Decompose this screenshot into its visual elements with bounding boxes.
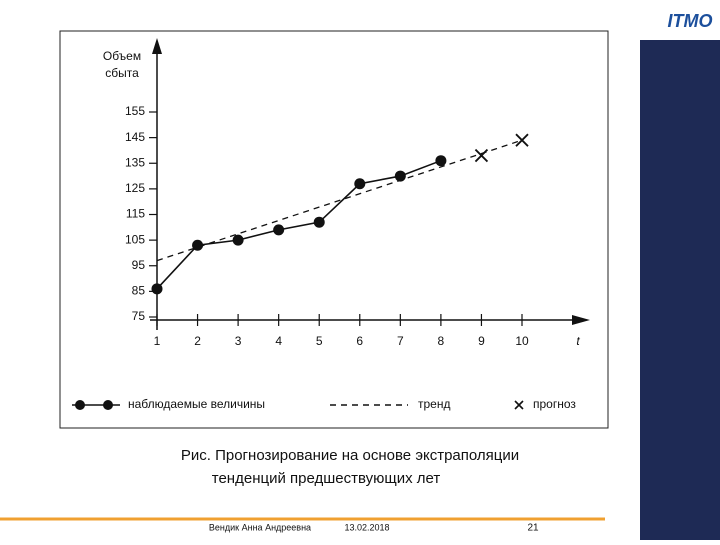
y-tick-label: 125	[125, 181, 145, 195]
forecast-point	[515, 133, 529, 147]
data-point	[354, 178, 366, 190]
legend-label: наблюдаемые величины	[128, 397, 265, 411]
legend-label: прогноз	[533, 397, 576, 411]
series-line	[156, 159, 442, 290]
x-tick-label: 2	[194, 334, 201, 348]
x-tick-label: 7	[397, 334, 404, 348]
side-band	[640, 40, 720, 540]
x-tick-label: 8	[438, 334, 445, 348]
footer-author: Вендик Анна Андреевна	[209, 522, 311, 532]
footer-page: 21	[527, 523, 539, 534]
chart-frame	[59, 30, 609, 429]
y-axis-label: Объем	[103, 49, 141, 63]
logo-area	[640, 0, 720, 40]
legend-marker	[103, 400, 113, 410]
y-tick-label: 75	[132, 309, 146, 323]
y-axis-arrow	[152, 38, 162, 54]
caption: тенденций предшествующих лет	[212, 470, 441, 487]
data-point	[151, 283, 163, 295]
x-tick-label: 9	[478, 334, 485, 348]
y-tick-label: 135	[125, 155, 145, 169]
y-tick-label: 95	[132, 258, 146, 272]
data-point	[232, 234, 244, 246]
x-axis-arrow	[572, 315, 590, 325]
data-point	[313, 216, 325, 228]
x-tick-label: 3	[235, 334, 242, 348]
legend-label: тренд	[418, 397, 450, 411]
logo: ITMO	[668, 11, 713, 31]
y-tick-label: 115	[126, 207, 145, 221]
footer-date: 13.02.2018	[344, 522, 389, 532]
y-axis-label: сбыта	[105, 66, 139, 80]
x-tick-label: 5	[316, 334, 323, 348]
data-point	[273, 224, 285, 236]
x-tick-label: 6	[356, 334, 363, 348]
y-tick-label: 105	[125, 232, 145, 246]
forecast-point	[474, 148, 489, 163]
trend-line	[156, 139, 523, 262]
y-tick-label: 85	[132, 284, 146, 298]
y-tick-label: 155	[125, 104, 145, 118]
data-point	[192, 239, 204, 251]
x-tick-label: 1	[154, 334, 161, 348]
data-point	[435, 155, 447, 167]
legend-marker	[514, 400, 524, 410]
x-axis-label: t	[576, 334, 580, 348]
legend-marker	[75, 400, 85, 410]
x-tick-label: 10	[515, 334, 529, 348]
data-point	[394, 170, 406, 182]
x-tick-label: 4	[275, 334, 282, 348]
caption: Рис. Прогнозирование на основе экстрапол…	[181, 447, 519, 464]
y-tick-label: 145	[125, 130, 145, 144]
